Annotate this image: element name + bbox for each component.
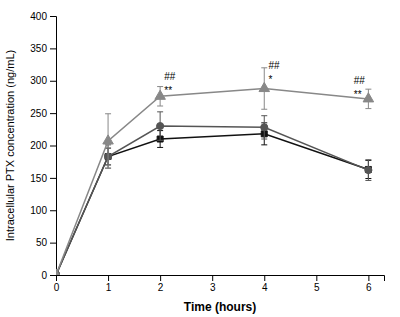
marker (157, 123, 164, 130)
tick: 6 (366, 275, 372, 293)
tick-label: 200 (30, 140, 47, 151)
tick: 4 (262, 275, 268, 293)
tick-mark (50, 81, 56, 82)
tick: 50 (36, 237, 56, 248)
tick: 5 (314, 275, 320, 293)
marker (363, 93, 374, 102)
tick: 250 (30, 108, 56, 119)
error-bar-cap (365, 159, 371, 160)
error-bar (261, 116, 267, 139)
tick-mark (50, 146, 56, 147)
error-bar-cap (261, 109, 267, 110)
tick-label: 2 (158, 282, 164, 293)
tick-label: 4 (262, 282, 268, 293)
error-bar-cap (105, 168, 111, 169)
series-line (56, 89, 368, 275)
error-bar-cap (157, 86, 163, 87)
axis-line (50, 17, 57, 276)
y-axis: 0 50 100 150 200 250 300 350 400 (30, 11, 56, 281)
tick-label: 100 (30, 205, 47, 216)
error-bar-cap (157, 111, 163, 112)
tick: 200 (30, 140, 56, 151)
tick-mark (316, 275, 317, 281)
error-bar-cap (261, 139, 267, 140)
error-bar-cap (261, 67, 267, 68)
error-bar (157, 112, 163, 140)
tick-label: 350 (30, 43, 47, 54)
tick-mark (264, 275, 265, 281)
error-bar-cap (105, 168, 111, 169)
axis-line (57, 276, 385, 282)
tick: 2 (158, 275, 164, 293)
tick-mark (50, 16, 56, 17)
error-bar-cap (365, 180, 371, 181)
tick-mark (50, 48, 56, 49)
series-line (56, 126, 368, 275)
tick-label: 50 (36, 237, 48, 248)
tick-mark (160, 275, 161, 281)
error-bar-cap (105, 113, 111, 114)
chart-container: 0 1 2 3 4 5 6 0 50 100 150 200 250 300 350 400 Time (hou… (0, 0, 400, 317)
annotations: ## ** ## * ## ** (164, 60, 365, 99)
plot-area: 0 1 2 3 4 5 6 0 50 100 150 200 250 300 350 400 Time (hou… (4, 11, 385, 314)
tick-mark (50, 113, 56, 114)
tick-label: 250 (30, 108, 47, 119)
tick-label: 300 (30, 75, 47, 86)
tick: 400 (30, 11, 56, 22)
series (56, 112, 372, 275)
x-axis-title: Time (hours) (184, 300, 256, 314)
tick-mark (368, 275, 369, 281)
tick: 3 (210, 275, 216, 293)
series (56, 68, 374, 275)
marker (56, 269, 61, 275)
annotation: ## (164, 71, 176, 82)
marks (56, 68, 374, 275)
tick-mark (50, 243, 56, 244)
x-axis: 0 1 2 3 4 5 6 (54, 275, 385, 293)
annotation: * (268, 74, 272, 85)
tick: 350 (30, 43, 56, 54)
tick-label: 400 (30, 11, 47, 22)
tick: 300 (30, 75, 56, 86)
annotation: ## (354, 75, 366, 86)
annotation: ** (354, 89, 362, 100)
tick: 100 (30, 205, 56, 216)
annotation: ** (164, 85, 172, 96)
tick-mark (50, 178, 56, 179)
tick-mark (50, 275, 56, 276)
y-axis-title: Intracellular PTX concentration (ng/mL) (4, 50, 16, 241)
series (56, 123, 371, 275)
tick-mark (108, 275, 109, 281)
tick-mark (50, 210, 56, 211)
marker (103, 135, 114, 144)
error-bar-cap (261, 115, 267, 116)
tick-label: 0 (54, 282, 60, 293)
error-bar-cap (157, 147, 163, 148)
tick: 1 (106, 275, 112, 293)
error-bar (365, 160, 371, 181)
error-bar-cap (157, 140, 163, 141)
tick: 150 (30, 173, 56, 184)
tick-label: 150 (30, 173, 47, 184)
marker (261, 124, 268, 131)
error-bar-cap (365, 89, 371, 90)
tick-label: 1 (106, 282, 112, 293)
tick: 0 (54, 275, 60, 293)
marker (365, 167, 372, 174)
error-bar-cap (157, 106, 163, 107)
tick: 0 (41, 270, 56, 281)
tick-mark (212, 275, 213, 281)
tick-label: 5 (314, 282, 320, 293)
tick-label: 0 (41, 270, 47, 281)
tick-label: 3 (210, 282, 216, 293)
tick-label: 6 (366, 282, 372, 293)
error-bar-cap (365, 108, 371, 109)
annotation: ## (268, 60, 280, 71)
error-bar-cap (261, 144, 267, 145)
chart: 0 1 2 3 4 5 6 0 50 100 150 200 250 300 350 400 Time (hou… (0, 0, 400, 317)
